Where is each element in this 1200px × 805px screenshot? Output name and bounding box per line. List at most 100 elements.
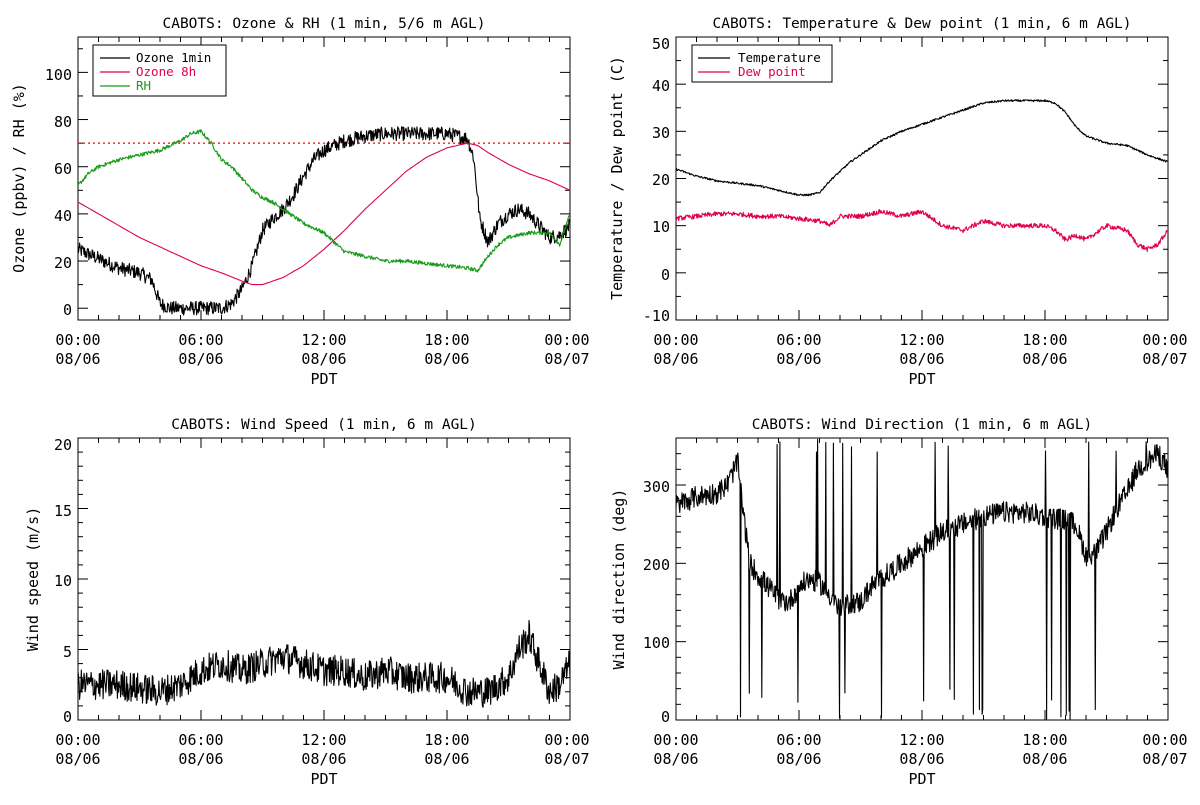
x-tick-label-date: 08/06 [653, 750, 698, 768]
x-tick-label-date: 08/06 [424, 750, 469, 768]
x-tick-label-date: 08/07 [1142, 750, 1187, 768]
panel-wind-direction: CABOTS: Wind Direction (1 min, 6 m AGL) … [610, 417, 1188, 788]
y-tick-labels: 0 20 40 60 80 100 [45, 66, 72, 319]
axis-ticks [77, 37, 571, 320]
series-line-temperature [675, 99, 1169, 197]
y-tick-label: 50 [652, 35, 670, 53]
x-tick-label-date: 08/06 [424, 350, 469, 368]
x-tick-label-time: 18:00 [424, 331, 469, 349]
x-tick-label-time: 00:00 [1142, 331, 1187, 349]
chart-title: CABOTS: Wind Speed (1 min, 6 m AGL) [171, 417, 477, 433]
y-axis-title: Temperature / Dew point (C) [608, 56, 626, 300]
y-axis-title: Wind direction (deg) [610, 489, 628, 670]
chart-title: CABOTS: Ozone & RH (1 min, 5/6 m AGL) [162, 16, 485, 32]
y-tick-label: 80 [54, 113, 72, 131]
series-lines [77, 126, 571, 316]
x-tick-label-time: 06:00 [178, 331, 223, 349]
y-tick-label: 40 [652, 77, 670, 95]
x-tick-label-date: 08/06 [776, 350, 821, 368]
x-tick-label-time: 12:00 [899, 731, 944, 749]
x-axis-title: PDT [310, 370, 337, 388]
series-line-dew-point [675, 209, 1169, 252]
y-tick-labels: 0 5 10 15 20 [54, 436, 72, 726]
series-line-series-0 [675, 438, 1169, 721]
x-tick-label-date: 08/06 [899, 750, 944, 768]
x-tick-label-date: 08/06 [899, 350, 944, 368]
legend-label-dewpoint: Dew point [738, 64, 806, 79]
series-lines [675, 438, 1169, 721]
series-line-ozone-8h [77, 142, 571, 286]
x-tick-labels: 00:00 08/06 06:00 08/06 12:00 08/06 18:0… [55, 331, 589, 368]
legend-box [92, 44, 227, 97]
x-tick-label-date: 08/06 [301, 750, 346, 768]
y-tick-label: 20 [54, 254, 72, 272]
y-tick-label: 20 [54, 436, 72, 454]
y-tick-label: 0 [63, 301, 72, 319]
y-axis-title: Wind speed (m/s) [24, 507, 42, 652]
x-tick-label-time: 12:00 [301, 331, 346, 349]
x-tick-label-date: 08/07 [544, 350, 589, 368]
x-tick-label-time: 00:00 [544, 331, 589, 349]
y-tick-label: 5 [63, 643, 72, 661]
x-tick-label-date: 08/06 [178, 350, 223, 368]
x-tick-labels: 00:00 08/06 06:00 08/06 12:00 08/06 18:0… [653, 331, 1187, 368]
y-tick-label: 30 [652, 124, 670, 142]
x-tick-label-time: 00:00 [544, 731, 589, 749]
y-tick-label: -10 [643, 307, 670, 325]
x-tick-label-date: 08/07 [1142, 350, 1187, 368]
x-tick-label-time: 18:00 [424, 731, 469, 749]
x-tick-labels: 00:00 08/06 06:00 08/06 12:00 08/06 18:0… [653, 731, 1187, 768]
series-line-series-0 [77, 619, 571, 708]
x-tick-label-date: 08/06 [1022, 750, 1067, 768]
x-tick-label-date: 08/06 [1022, 350, 1067, 368]
x-tick-label-date: 08/06 [55, 750, 100, 768]
y-tick-label: 40 [54, 207, 72, 225]
x-tick-label-time: 18:00 [1022, 331, 1067, 349]
x-tick-label-time: 00:00 [653, 731, 698, 749]
series-lines [675, 99, 1169, 252]
series-line-ozone-1min [77, 126, 571, 316]
x-tick-label-date: 08/07 [544, 750, 589, 768]
legend: Ozone 1min Ozone 8h RH [92, 44, 227, 97]
y-tick-label: 15 [54, 502, 72, 520]
x-tick-labels: 00:00 08/06 06:00 08/06 12:00 08/06 18:0… [55, 731, 589, 768]
y-tick-label: 0 [661, 266, 670, 284]
x-tick-label-date: 08/06 [653, 350, 698, 368]
axis-ticks [675, 36, 1169, 321]
x-tick-label-time: 06:00 [178, 731, 223, 749]
y-tick-label: 300 [643, 478, 670, 496]
x-tick-label-time: 06:00 [776, 331, 821, 349]
y-tick-label: 100 [643, 634, 670, 652]
x-axis-title: PDT [908, 370, 935, 388]
legend-box [691, 44, 833, 83]
x-tick-label-time: 00:00 [55, 731, 100, 749]
chart-title: CABOTS: Temperature & Dew point (1 min, … [712, 16, 1131, 32]
x-tick-label-date: 08/06 [55, 350, 100, 368]
y-axis-title: Ozone (ppbv) / RH (%) [10, 83, 28, 273]
y-tick-labels: -10 0 10 20 30 40 50 [643, 35, 670, 325]
panel-ozone-rh: CABOTS: Ozone & RH (1 min, 5/6 m AGL) 00… [10, 16, 590, 388]
y-tick-label: 20 [652, 171, 670, 189]
x-tick-label-time: 12:00 [899, 331, 944, 349]
x-tick-label-date: 08/06 [178, 750, 223, 768]
legend-label-ozone-1min: Ozone 1min [136, 50, 211, 65]
y-tick-label: 60 [54, 160, 72, 178]
x-tick-label-time: 00:00 [55, 331, 100, 349]
x-tick-label-date: 08/06 [776, 750, 821, 768]
y-tick-label: 10 [54, 572, 72, 590]
y-tick-label: 0 [63, 708, 72, 726]
x-tick-label-time: 00:00 [653, 331, 698, 349]
x-axis-title: PDT [310, 770, 337, 788]
y-tick-label: 0 [661, 708, 670, 726]
legend-label-rh: RH [136, 78, 151, 93]
x-axis-title: PDT [908, 770, 935, 788]
x-tick-label-time: 00:00 [1142, 731, 1187, 749]
panel-temperature-dewpoint: CABOTS: Temperature & Dew point (1 min, … [608, 16, 1188, 388]
legend: Temperature Dew point [691, 44, 833, 83]
panel-wind-speed: CABOTS: Wind Speed (1 min, 6 m AGL) 00:0… [24, 417, 590, 788]
chart-title: CABOTS: Wind Direction (1 min, 6 m AGL) [752, 417, 1092, 433]
y-tick-labels: 0 100 200 300 [643, 478, 670, 726]
y-tick-label: 100 [45, 66, 72, 84]
